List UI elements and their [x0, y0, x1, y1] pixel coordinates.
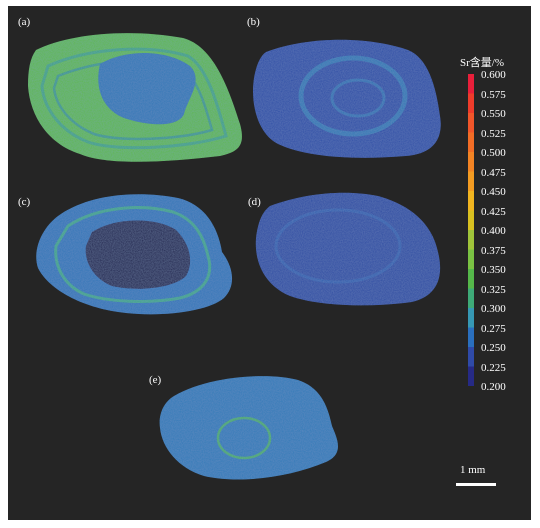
- colorbar-tick-label: 0.350: [481, 264, 506, 276]
- colorbar-tick-label: 0.300: [481, 303, 506, 315]
- panel-label-a: (a): [18, 16, 31, 28]
- colorbar-segment: [468, 249, 474, 270]
- scale-bar-label: 1 mm: [460, 464, 486, 476]
- panel-label-d: (d): [248, 196, 261, 208]
- colorbar-tick-label: 0.275: [481, 322, 506, 335]
- colorbar-segment: [468, 210, 474, 231]
- colorbar: [468, 74, 474, 386]
- colorbar-segment: [468, 230, 474, 250]
- colorbar-segment: [468, 74, 474, 94]
- colorbar-tick-label: 0.425: [481, 205, 506, 218]
- colorbar-segment: [468, 347, 474, 367]
- colorbar-tick-label: 0.475: [481, 166, 506, 179]
- colorbar-segment: [468, 327, 474, 348]
- scale-bar: [456, 483, 496, 486]
- colorbar-tick-label: 0.525: [481, 127, 506, 140]
- colorbar-segment: [468, 308, 474, 328]
- colorbar-segment: [468, 152, 474, 172]
- colorbar-segment: [468, 93, 474, 114]
- colorbar-segment: [468, 366, 474, 386]
- element-map-figure: (a) (b) (c) (d) (e) Sr含量/% 0.600 0.575 0.5…: [8, 6, 531, 520]
- colorbar-segment: [468, 113, 474, 133]
- colorbar-tick-label: 0.200: [481, 381, 506, 393]
- colorbar-tick-label: 0.325: [481, 283, 506, 296]
- colorbar-tick-label: 0.225: [481, 361, 506, 374]
- sr-maps: [28, 33, 441, 480]
- colorbar-tick-label: 0.600: [481, 69, 506, 81]
- colorbar-tick-label: 0.450: [481, 186, 506, 198]
- colorbar-segment: [468, 288, 474, 309]
- map-d: [255, 192, 441, 306]
- colorbar-segment: [468, 269, 474, 289]
- colorbar-segment: [468, 171, 474, 192]
- map-a: [28, 33, 242, 162]
- colorbar-title: Sr含量/%: [460, 57, 504, 69]
- colorbar-tick-label: 0.500: [481, 147, 506, 159]
- panel-label-e: (e): [149, 374, 162, 386]
- map-c: [36, 194, 233, 315]
- panel-label-b: (b): [247, 16, 260, 28]
- colorbar-segment: [468, 132, 474, 153]
- colorbar-tick-label: 0.250: [481, 342, 506, 354]
- colorbar-tick-label: 0.375: [481, 244, 506, 257]
- colorbar-tick-label: 0.575: [481, 88, 506, 101]
- map-b: [253, 39, 441, 158]
- colorbar-tick-label: 0.400: [481, 225, 506, 237]
- map-e: [159, 376, 338, 480]
- colorbar-tick-label: 0.550: [481, 108, 506, 120]
- panel-label-c: (c): [18, 196, 31, 208]
- colorbar-segment: [468, 191, 474, 211]
